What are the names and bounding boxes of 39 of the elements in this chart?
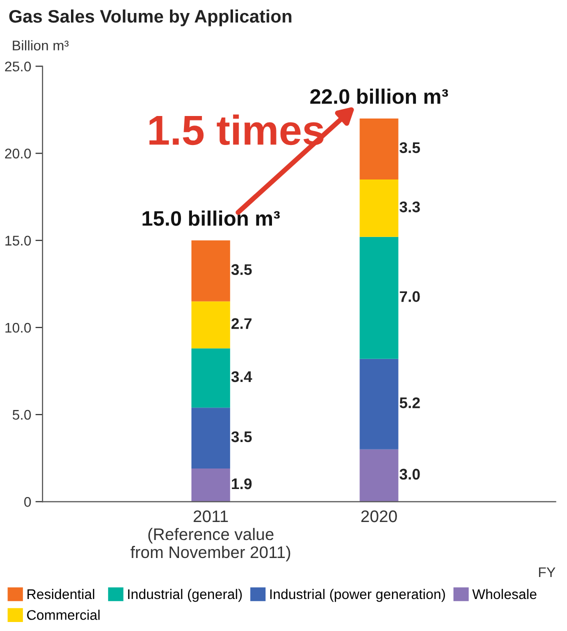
bar [191,240,230,302]
y-tick-label: 20.0 [5,148,31,158]
bar [360,236,398,359]
y-tick-label: 0 [24,496,31,507]
legend-label: Residential [28,588,94,600]
data-label: 3.5 [231,431,252,442]
y-axis-title: Billion m³ [12,40,69,50]
y-tick-label: 10.0 [5,322,31,333]
legend-label: Industrial (power generation) [270,588,445,602]
data-label: 3.4 [231,371,252,382]
y-tick-label: 5.0 [12,410,31,420]
x-axis-title: FY [539,567,556,578]
data-label: 3.5 [231,264,252,276]
total-label: 22.0 billion m³ [310,88,448,104]
bar [360,179,398,237]
bar [191,301,230,348]
bar [191,408,230,469]
total-label: 15.0 billion m³ [142,210,280,226]
bar [360,118,398,180]
legend-label: Commercial [27,610,100,620]
chart-title: Gas Sales Volume by Application [9,9,292,26]
bar [191,468,230,502]
x-tick-label: 2020 [361,510,397,522]
bar [191,348,230,408]
data-label: 3.3 [400,201,420,212]
bar [360,358,398,450]
data-label: 3.0 [400,468,420,480]
legend-label: Industrial (general) [128,588,242,602]
data-label: 7.0 [400,291,420,302]
data-label: 2.7 [231,318,252,329]
y-tick-label: 15.0 [5,236,31,246]
data-label: 3.5 [400,142,420,154]
bar [360,449,398,502]
data-label: 1.9 [232,478,252,490]
x-tick-label: 2011 (Reference value from November 2011) [130,510,290,562]
legend-label: Wholesale [472,588,536,600]
data-label: 5.2 [400,397,420,408]
y-tick-label: 25.0 [5,62,31,72]
annotation: 1.5 times [149,114,324,146]
